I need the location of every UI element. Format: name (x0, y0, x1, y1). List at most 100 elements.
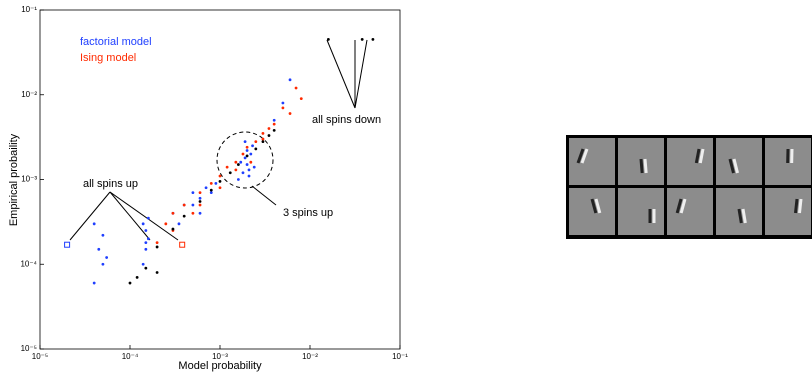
point (183, 215, 186, 218)
point (65, 242, 70, 247)
patch-stroke (641, 159, 642, 173)
point (246, 149, 249, 152)
patch (667, 138, 713, 185)
point (144, 241, 147, 244)
point (262, 138, 265, 141)
point (254, 147, 257, 150)
point (262, 140, 265, 143)
point (199, 191, 202, 194)
patch (716, 138, 762, 185)
point (244, 156, 247, 159)
point (251, 144, 254, 147)
point (147, 217, 150, 220)
point (246, 146, 249, 149)
y-axis-label: Empirical probaility (8, 133, 20, 226)
figure: Model probability Empirical probaility f… (0, 0, 812, 375)
legend-label: factorial model (80, 36, 152, 48)
point (254, 140, 257, 143)
point (199, 197, 202, 200)
point (327, 38, 330, 41)
point (282, 106, 285, 109)
y-tick-label: 10⁻² (21, 90, 37, 99)
point (129, 282, 132, 285)
point (246, 154, 249, 157)
point (253, 166, 256, 169)
point (144, 229, 147, 232)
point (142, 263, 145, 266)
point (249, 153, 252, 156)
point (205, 186, 208, 189)
point (234, 161, 237, 164)
x-tick-label: 10⁻⁵ (32, 352, 48, 361)
point (164, 222, 167, 225)
point (199, 200, 202, 203)
point (93, 282, 96, 285)
point (214, 182, 217, 185)
annotation: 3 spins up (283, 207, 333, 219)
point (237, 178, 240, 181)
point (237, 163, 240, 166)
point (210, 182, 213, 185)
x-tick-label: 10⁻¹ (392, 352, 408, 361)
point (192, 204, 195, 207)
point (262, 132, 265, 135)
point (183, 204, 186, 207)
point (372, 38, 375, 41)
y-tick-label: 10⁻¹ (21, 5, 37, 14)
point (229, 171, 232, 174)
image-patches (566, 135, 812, 239)
y-tick-label: 10⁻⁵ (21, 344, 37, 353)
patch-stroke (800, 199, 802, 213)
point (192, 212, 195, 215)
point (268, 127, 271, 130)
point (273, 129, 276, 132)
point (156, 271, 159, 274)
point (105, 256, 108, 259)
point (242, 153, 245, 156)
point (147, 237, 150, 240)
x-tick-label: 10⁻³ (212, 352, 228, 361)
point (199, 212, 202, 215)
patch (618, 188, 664, 235)
point (210, 189, 213, 192)
point (273, 119, 276, 122)
point (248, 168, 251, 171)
point (172, 228, 175, 231)
annotation: all spins down (312, 114, 381, 126)
point (239, 161, 242, 164)
point (199, 204, 202, 207)
point (219, 186, 222, 189)
y-tick-label: 10⁻³ (21, 175, 37, 184)
point (144, 248, 147, 251)
point (156, 241, 159, 244)
point (102, 263, 105, 266)
point (219, 175, 222, 178)
patch (765, 188, 811, 235)
annotation: all spins up (83, 178, 138, 190)
point (172, 212, 175, 215)
point (156, 246, 159, 249)
point (93, 222, 96, 225)
point (178, 222, 181, 225)
point (268, 134, 271, 137)
point (295, 87, 298, 90)
point (300, 97, 303, 100)
patch (667, 188, 713, 235)
point (226, 166, 229, 169)
x-axis-label: Model probability (178, 360, 262, 372)
point (242, 171, 245, 174)
point (361, 38, 364, 41)
point (249, 161, 252, 164)
point (289, 112, 292, 115)
patch (569, 138, 615, 185)
point (136, 276, 139, 279)
patch-stroke (645, 159, 646, 173)
point (180, 242, 185, 247)
point (244, 140, 247, 143)
point (144, 267, 147, 270)
patch (569, 188, 615, 235)
point (289, 78, 292, 81)
point (97, 248, 100, 251)
point (192, 191, 195, 194)
point (282, 102, 285, 105)
